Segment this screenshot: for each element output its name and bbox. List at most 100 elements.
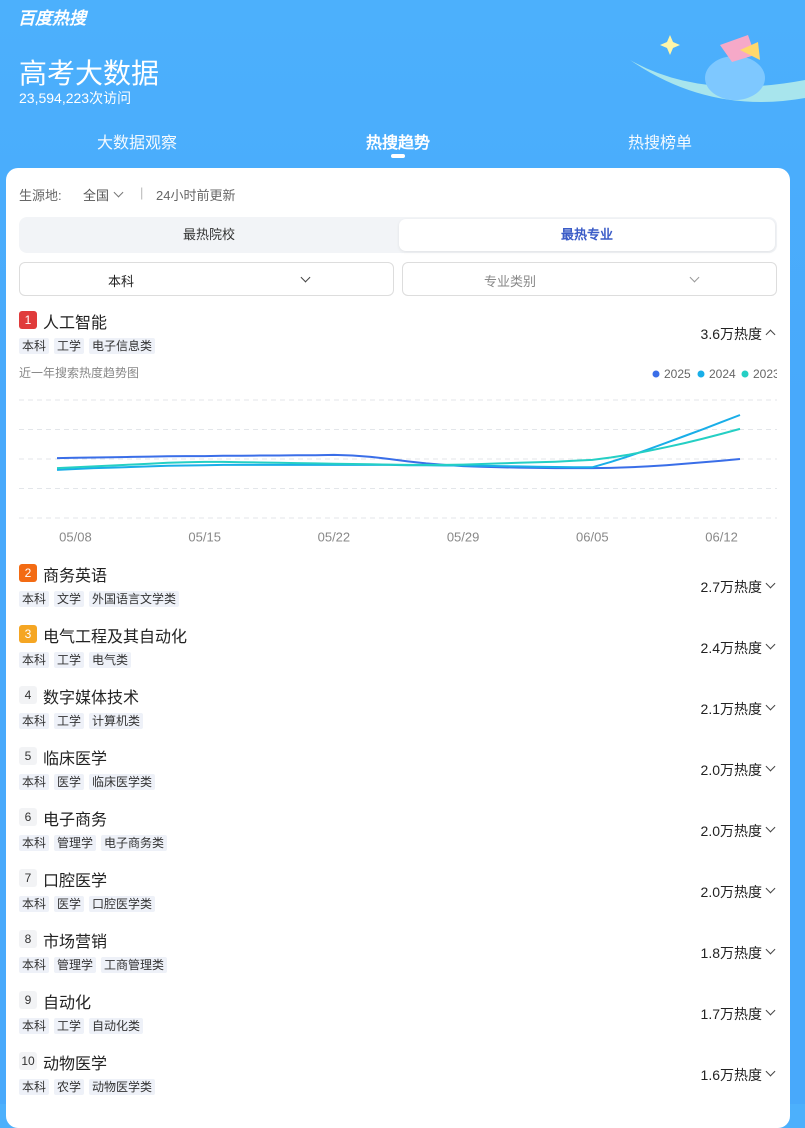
x-tick-label: 05/15 (188, 529, 221, 544)
list-item[interactable]: 3 电气工程及其自动化 本科 工学 电气类 2.4万热度 (6, 625, 790, 675)
tag: 工学 (54, 652, 85, 668)
chevron-down (765, 761, 776, 772)
chevron-down (765, 639, 776, 650)
item-name: 市场营销 (43, 934, 108, 951)
heat-value: 2.1万热度 (700, 701, 762, 717)
heat-value: 2.0万热度 (700, 823, 762, 839)
tag: 本科 (19, 957, 50, 973)
list-item[interactable]: 2 商务英语 本科 文学 外国语言文学类 2.7万热度 (6, 564, 790, 614)
tag: 本科 (19, 591, 50, 607)
heat-value: 2.4万热度 (700, 640, 762, 656)
tab-indicator (391, 154, 405, 158)
tag-list: 本科 文学 外国语言文学类 (19, 590, 184, 608)
separator: | (140, 185, 144, 200)
chevron-down (765, 1066, 776, 1077)
list-item[interactable]: 1 人工智能 本科 工学 电子信息类 3.6万热度 (6, 311, 790, 361)
tag: 本科 (19, 652, 50, 668)
tag-list: 本科 工学 电气类 (19, 651, 136, 669)
series-line (56, 427, 741, 470)
update-time: 24小时前更新 (156, 188, 236, 203)
tag: 本科 (19, 713, 50, 729)
visit-count: 23,594,223次访问 (19, 90, 132, 106)
heat-value: 1.8万热度 (700, 945, 762, 961)
tag-list: 本科 医学 口腔医学类 (19, 895, 160, 913)
x-tick-label: 05/29 (447, 529, 480, 544)
category-dropdown[interactable]: 专业类别 (402, 262, 777, 296)
tag: 电子商务类 (101, 835, 168, 851)
tag: 工学 (54, 713, 85, 729)
level-dropdown[interactable]: 本科 (19, 262, 394, 296)
series-line (56, 414, 741, 471)
tag: 工学 (54, 338, 85, 354)
legend-marker (741, 370, 749, 378)
list-item[interactable]: 4 数字媒体技术 本科 工学 计算机类 2.1万热度 (6, 686, 790, 736)
item-name: 口腔医学 (43, 873, 108, 890)
heat-value: 2.0万热度 (700, 884, 762, 900)
list-item[interactable]: 5 临床医学 本科 医学 临床医学类 2.0万热度 (6, 747, 790, 797)
tab[interactable]: 热搜趋势 (365, 135, 430, 152)
tag-list: 本科 工学 电子信息类 (19, 337, 160, 355)
tag: 农学 (54, 1079, 85, 1095)
rank-badge: 2 (19, 564, 37, 582)
list-item[interactable]: 10 动物医学 本科 农学 动物医学类 1.6万热度 (6, 1052, 790, 1102)
legend-label: 2025 (664, 367, 691, 381)
tag: 动物医学类 (89, 1079, 156, 1095)
heat-value: 1.6万热度 (700, 1067, 762, 1083)
tag: 医学 (54, 774, 85, 790)
header-decoration (630, 35, 805, 103)
tag: 本科 (19, 1079, 50, 1095)
dropdown-text: 专业类别 (484, 274, 537, 289)
x-tick-label: 05/08 (59, 529, 92, 544)
segment[interactable]: 最热院校 (182, 227, 235, 242)
segment[interactable]: 最热专业 (399, 219, 775, 251)
chevron-down (689, 272, 700, 283)
rank-badge: 4 (19, 686, 37, 704)
legend-marker (652, 370, 660, 378)
item-name: 人工智能 (43, 315, 108, 332)
tag: 临床医学类 (89, 774, 156, 790)
chevron-down (765, 944, 776, 955)
segment-control: 最热院校 最热专业 (19, 217, 777, 253)
tag: 工商管理类 (101, 957, 168, 973)
item-name: 自动化 (43, 995, 92, 1012)
tag: 本科 (19, 1018, 50, 1034)
logo: 百度热搜 (18, 9, 86, 28)
content-card: 生源地: 全国 | 24小时前更新 最热院校 最热专业 本科 专业类别 1 人工智能 本科 工学 电子信… (6, 168, 790, 1128)
list-item[interactable]: 8 市场营销 本科 管理学 工商管理类 1.8万热度 (6, 930, 790, 980)
list-item[interactable]: 6 电子商务 本科 管理学 电子商务类 2.0万热度 (6, 808, 790, 858)
tag-list: 本科 工学 计算机类 (19, 712, 148, 730)
list-item[interactable]: 9 自动化 本科 工学 自动化类 1.7万热度 (6, 991, 790, 1041)
chevron-down (765, 883, 776, 894)
tab[interactable]: 大数据观察 (96, 135, 177, 152)
heat-value: 1.7万热度 (700, 1006, 762, 1022)
item-name: 动物医学 (43, 1056, 108, 1073)
dropdown-text: 本科 (108, 274, 135, 289)
tag: 本科 (19, 338, 50, 354)
trend-chart: 近一年搜索热度趋势图 2025 2024 2023 05/08 05/15 05/22 05/… (19, 365, 777, 544)
item-name: 商务英语 (43, 568, 108, 585)
page: 生源地: 全国 | 24小时前更新 最热院校 最热专业 本科 专业类别 1 人工智能 本科 工学 电子信… (18, 9, 805, 1095)
tag: 口腔医学类 (89, 896, 156, 912)
tag-list: 本科 管理学 电子商务类 (19, 834, 172, 852)
heat-value: 2.0万热度 (700, 762, 762, 778)
tag: 电气类 (89, 652, 132, 668)
rank-badge: 6 (19, 808, 37, 826)
tag: 外国语言文学类 (89, 591, 180, 607)
list-item[interactable]: 7 口腔医学 本科 医学 口腔医学类 2.0万热度 (6, 869, 790, 919)
tag: 计算机类 (89, 713, 144, 729)
chevron-down (765, 1005, 776, 1016)
series-line (56, 453, 741, 470)
page-title: 高考大数据 (19, 58, 160, 89)
chevron-down (765, 822, 776, 833)
tag-list: 本科 医学 临床医学类 (19, 773, 160, 791)
region[interactable]: 全国 (83, 188, 110, 203)
tag: 本科 (19, 774, 50, 790)
tab[interactable]: 热搜榜单 (627, 135, 692, 152)
tag: 医学 (54, 896, 85, 912)
chart-title: 近一年搜索热度趋势图 (19, 365, 139, 380)
tag: 工学 (54, 1018, 85, 1034)
legend-marker (697, 370, 705, 378)
tag: 自动化类 (89, 1018, 144, 1034)
legend-label: 2023 (753, 367, 777, 381)
chevron-down (765, 700, 776, 711)
